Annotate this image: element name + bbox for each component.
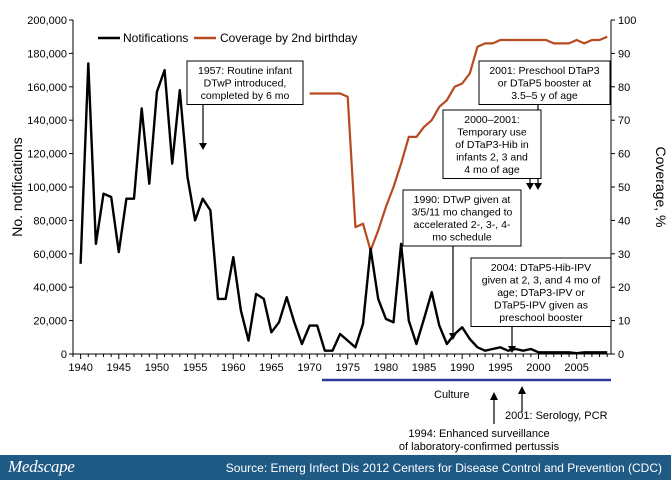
annotation-text: of DTaP3-Hib in [455, 139, 529, 151]
annotation-text: given at 2, 3, and 4 mo of [482, 275, 601, 287]
left-tick-label: 140,000 [27, 115, 67, 127]
annotation-text: 2001: Preschool DTaP3 [489, 65, 599, 77]
x-tick-label: 1980 [374, 362, 398, 374]
annotation-arrowhead [199, 143, 207, 150]
x-tick-label: 1950 [145, 362, 169, 374]
x-tick-label: 1955 [183, 362, 207, 374]
legend: Notifications Coverage by 2nd birthday [98, 31, 357, 45]
right-tick-label: 70 [618, 115, 630, 127]
left-tick-label: 20,000 [33, 316, 67, 328]
annotation-text: mo schedule [432, 232, 492, 244]
annotation-text: 3/5/11 mo changed to [412, 207, 513, 219]
annotation-text: 1990: DTwP given at [414, 194, 511, 206]
annotation-arrowhead [449, 333, 457, 340]
annotation-text: DTaP5-IPV given as [494, 300, 588, 312]
medscape-logo: Medscape [8, 457, 75, 476]
left-tick-label: 80,000 [33, 215, 67, 227]
coverage-line [309, 35, 608, 252]
left-tick-label: 180,000 [27, 48, 67, 60]
right-tick-label: 20 [618, 282, 630, 294]
annotation-text: age; DTaP3-IPV or [497, 287, 585, 299]
left-tick-label: 120,000 [27, 149, 67, 161]
annotation-text: 4 mo of age [464, 164, 520, 176]
culture-label: Culture [434, 389, 469, 401]
surveillance-label-line-2: of laboratory-confirmed pertussis [399, 441, 560, 453]
x-tick-label: 1985 [412, 362, 436, 374]
right-tick-label: 50 [618, 182, 630, 194]
annotation-box [402, 189, 522, 247]
right-axis-label: Coverage, % [653, 147, 669, 228]
annotation-arrowhead [526, 183, 534, 190]
surveillance-label-line-1: 1994: Enhanced surveillance [408, 428, 549, 440]
x-tick-label: 1940 [68, 362, 92, 374]
annotation-box [470, 257, 612, 327]
serology-arrowhead [518, 386, 526, 394]
x-tick-label: 1970 [297, 362, 321, 374]
x-tick-label: 1995 [488, 362, 512, 374]
x-tick-label: 2005 [564, 362, 588, 374]
annotation-text: 1957: Routine infant [198, 65, 292, 77]
left-tick-label: 60,000 [33, 249, 67, 261]
annotation-text: Temporary use [457, 127, 527, 139]
right-tick-label: 80 [618, 82, 630, 94]
legend-notifications-label: Notifications [123, 31, 188, 45]
annotation-box [186, 60, 304, 105]
surveillance-arrowhead [490, 392, 498, 400]
right-tick-label: 30 [618, 249, 630, 261]
right-tick-label: 40 [618, 215, 630, 227]
annotation-text: completed by 6 mo [201, 90, 290, 102]
left-axis-label: No. notifications [9, 137, 25, 237]
annotation-text: 2004: DTaP5-Hib-IPV [491, 262, 591, 274]
left-tick-label: 40,000 [33, 282, 67, 294]
left-tick-label: 0 [61, 349, 67, 361]
annotation-text: accelerated 2-, 3-, 4- [414, 219, 511, 231]
right-tick-label: 100 [618, 15, 636, 27]
x-tick-label: 1965 [259, 362, 283, 374]
left-axis-ticks: 0 20,000 40,000 60,000 80,000 100,000 120,000 1… [27, 15, 73, 361]
annotation-arrowhead [534, 183, 542, 190]
legend-coverage-label: Coverage by 2nd birthday [220, 31, 357, 45]
x-tick-label: 1975 [335, 362, 359, 374]
serology-label: 2001: Serology, PCR [505, 410, 608, 422]
left-tick-label: 160,000 [27, 82, 67, 94]
x-tick-label: 1960 [221, 362, 245, 374]
footer-bar: Medscape Source: Emerg Infect Dis 2012 C… [0, 455, 671, 480]
right-tick-label: 0 [618, 349, 624, 361]
x-tick-label: 1945 [107, 362, 131, 374]
annotation-box [478, 60, 611, 105]
notifications-line [79, 62, 608, 355]
right-tick-label: 10 [618, 316, 630, 328]
x-axis-ticks: 1940 1945 1950 1955 1960 1965 1970 1975 1980 1985… [68, 354, 608, 374]
x-tick-label: 2000 [526, 362, 550, 374]
pertussis-chart: 0 20,000 40,000 60,000 80,000 100,000 120,000 1… [9, 15, 669, 453]
annotation-text: infants 2, 3 and [456, 152, 528, 164]
left-tick-label: 200,000 [27, 15, 67, 27]
right-tick-label: 90 [618, 48, 630, 60]
annotation-text: DTwP introduced, [204, 78, 287, 90]
source-credit: Source: Emerg Infect Dis 2012 Centers fo… [225, 461, 662, 475]
annotation-text: 3.5–5 y of age [511, 90, 578, 102]
left-tick-label: 100,000 [27, 182, 67, 194]
annotation-box [442, 109, 542, 179]
annotation-text: preschool booster [499, 312, 583, 324]
right-axis-ticks: 0 10 20 30 40 50 60 70 80 90 100 [611, 15, 636, 361]
annotation-text: 2000–2001: [464, 114, 519, 126]
annotation-arrowhead [508, 346, 516, 353]
right-tick-label: 60 [618, 149, 630, 161]
x-tick-label: 1990 [450, 362, 474, 374]
annotation-text: or DTaP5 booster at [498, 78, 591, 90]
